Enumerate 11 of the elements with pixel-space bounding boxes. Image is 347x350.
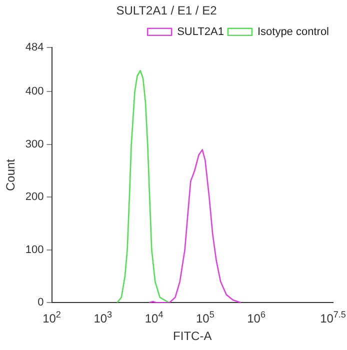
legend-label: SULT2A1 (177, 26, 224, 38)
y-axis-title: Count (4, 158, 18, 192)
y-tick-label: 300 (25, 138, 44, 150)
y-tick-label: 484 (25, 41, 44, 54)
legend-label: Isotype control (257, 26, 330, 38)
chart-title: SULT2A1 / E1 / E2 (116, 4, 218, 18)
y-tick-label: 200 (25, 191, 44, 204)
y-tick-label: 400 (25, 86, 44, 98)
x-axis-title: FITC-A (173, 329, 212, 344)
y-tick-label: 0 (38, 296, 44, 309)
y-tick-label: 100 (25, 244, 44, 256)
